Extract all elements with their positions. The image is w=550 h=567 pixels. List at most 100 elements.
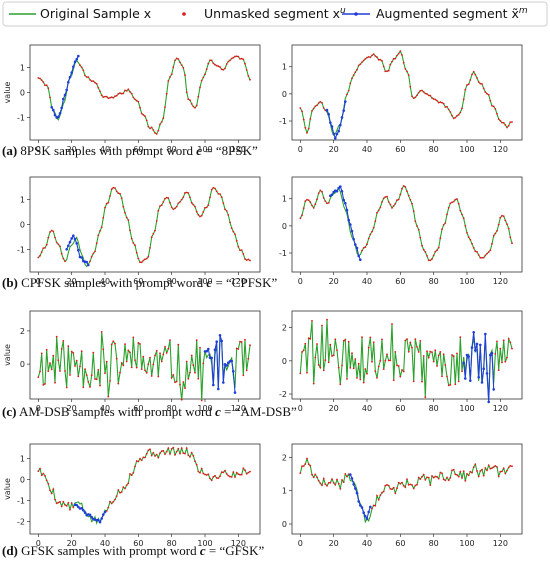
unmasked-point [381, 491, 383, 494]
unmasked-point [387, 69, 390, 72]
unmasked-point [162, 449, 165, 452]
unmasked-point [45, 84, 48, 87]
unmasked-point [45, 243, 48, 246]
augmented-point [334, 136, 337, 140]
augmented-point [77, 248, 80, 252]
unmasked-point [230, 476, 233, 478]
unmasked-point [379, 359, 382, 362]
unmasked-point [74, 365, 76, 367]
unmasked-point [217, 65, 220, 68]
unmasked-point [446, 375, 448, 378]
x-tick-label: 80 [167, 145, 177, 154]
unmasked-point [447, 479, 450, 482]
augmented-point [350, 477, 354, 480]
augmented-point [344, 100, 347, 103]
unmasked-point [446, 213, 448, 216]
unmasked-point [87, 76, 90, 78]
unmasked-point [391, 488, 393, 491]
unmasked-point [429, 350, 432, 353]
unmasked-point [457, 380, 460, 383]
unmasked-point [374, 55, 377, 57]
augmented-point [350, 229, 354, 233]
augmented-point [345, 208, 349, 212]
unmasked-point [182, 66, 185, 69]
augmented-point [70, 71, 73, 74]
series-augmented-line [204, 335, 236, 393]
unmasked-point [334, 338, 337, 341]
unmasked-point [162, 201, 165, 203]
unmasked-point [37, 256, 40, 259]
x-tick-label: 80 [167, 277, 177, 286]
x-tick-label: 40 [100, 145, 110, 154]
augmented-point [68, 75, 72, 79]
augmented-point [232, 370, 235, 373]
unmasked-point [311, 320, 313, 322]
unmasked-point [464, 480, 467, 482]
unmasked-point [184, 452, 186, 455]
y-axis-label: value [3, 82, 12, 104]
augmented-point [485, 372, 489, 375]
unmasked-point [150, 126, 153, 129]
y-axis-label: value [3, 344, 12, 366]
augmented-point [339, 185, 342, 188]
unmasked-point [229, 59, 231, 62]
unmasked-point [442, 353, 445, 355]
unmasked-point [352, 367, 355, 370]
y-tick-label: 0 [20, 360, 25, 369]
unmasked-point [454, 473, 457, 476]
unmasked-point [432, 254, 435, 257]
unmasked-point [391, 323, 393, 325]
x-tick-label: 80 [429, 404, 439, 413]
unmasked-point [239, 58, 241, 60]
unmasked-point [364, 58, 367, 60]
unmasked-point [237, 245, 240, 248]
unmasked-point [175, 380, 178, 383]
unmasked-point [314, 105, 317, 108]
unmasked-point [245, 472, 248, 475]
unmasked-point [234, 233, 236, 236]
unmasked-point [189, 196, 191, 199]
x-tick-label: 100 [197, 404, 212, 413]
unmasked-point [175, 57, 178, 60]
unmasked-point [125, 90, 128, 92]
unmasked-point [396, 199, 398, 202]
unmasked-point [354, 358, 357, 360]
unmasked-point [371, 507, 373, 510]
y-tick-label: -1 [279, 249, 287, 258]
unmasked-point [37, 470, 40, 472]
augmented-point [210, 356, 213, 360]
x-tick-label: 20 [329, 277, 339, 286]
augmented-point [213, 348, 217, 352]
unmasked-point [471, 73, 473, 76]
unmasked-point [331, 355, 333, 357]
unmasked-point [145, 371, 148, 374]
unmasked-point [412, 487, 415, 490]
augmented-point [339, 123, 342, 127]
unmasked-point [105, 202, 108, 205]
x-tick-label: 120 [493, 277, 508, 286]
caption-a-letter: (a) [2, 143, 17, 158]
unmasked-point [372, 53, 375, 55]
unmasked-point [129, 91, 131, 93]
unmasked-point [139, 261, 141, 264]
unmasked-point [225, 473, 228, 475]
unmasked-point [351, 77, 353, 80]
unmasked-point [389, 203, 392, 206]
x-tick-label: 120 [231, 539, 246, 548]
augmented-point [464, 377, 467, 380]
x-tick-label: 100 [197, 539, 212, 548]
unmasked-point [502, 121, 505, 124]
augmented-point [212, 383, 215, 387]
unmasked-point [239, 473, 241, 476]
unmasked-point [147, 363, 150, 365]
x-tick-label: 20 [329, 145, 339, 154]
unmasked-point [376, 56, 378, 59]
unmasked-point [219, 66, 221, 68]
unmasked-point [240, 249, 243, 252]
augmented-point [90, 515, 93, 519]
unmasked-point [204, 206, 206, 209]
unmasked-point [434, 250, 437, 253]
unmasked-point [174, 453, 176, 456]
unmasked-point [416, 94, 418, 97]
unmasked-point [65, 386, 68, 389]
